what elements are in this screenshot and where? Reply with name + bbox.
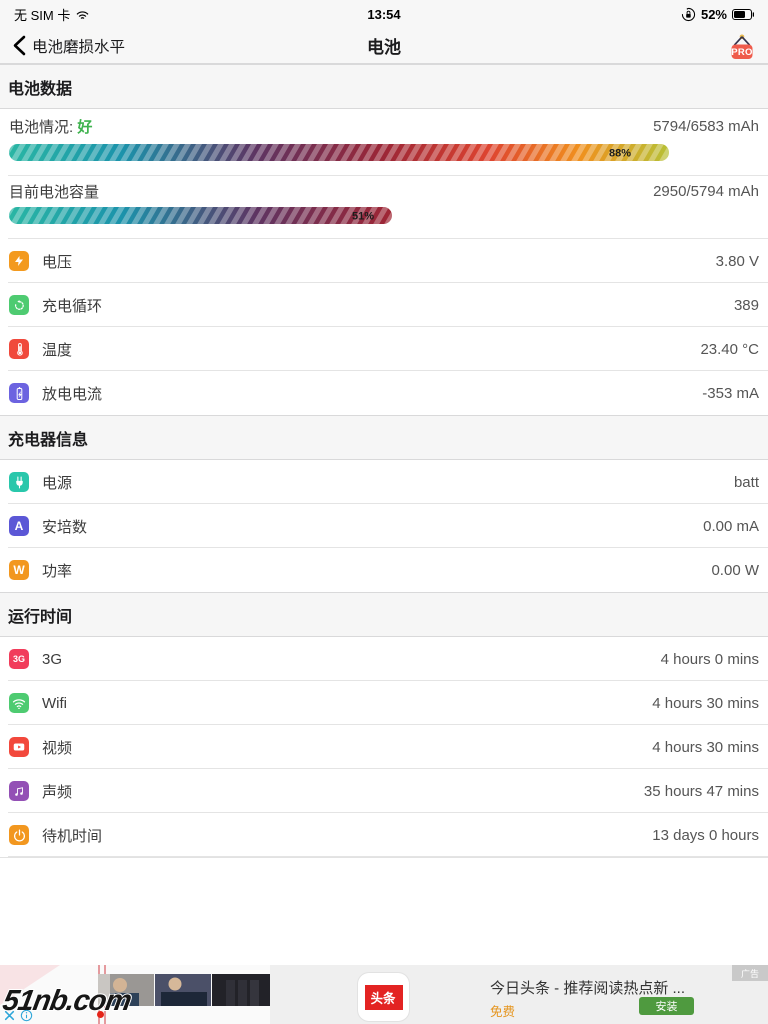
svg-text:88%: 88% (609, 148, 631, 160)
svg-text:PRO: PRO (731, 47, 753, 58)
svg-text:51%: 51% (352, 211, 374, 223)
